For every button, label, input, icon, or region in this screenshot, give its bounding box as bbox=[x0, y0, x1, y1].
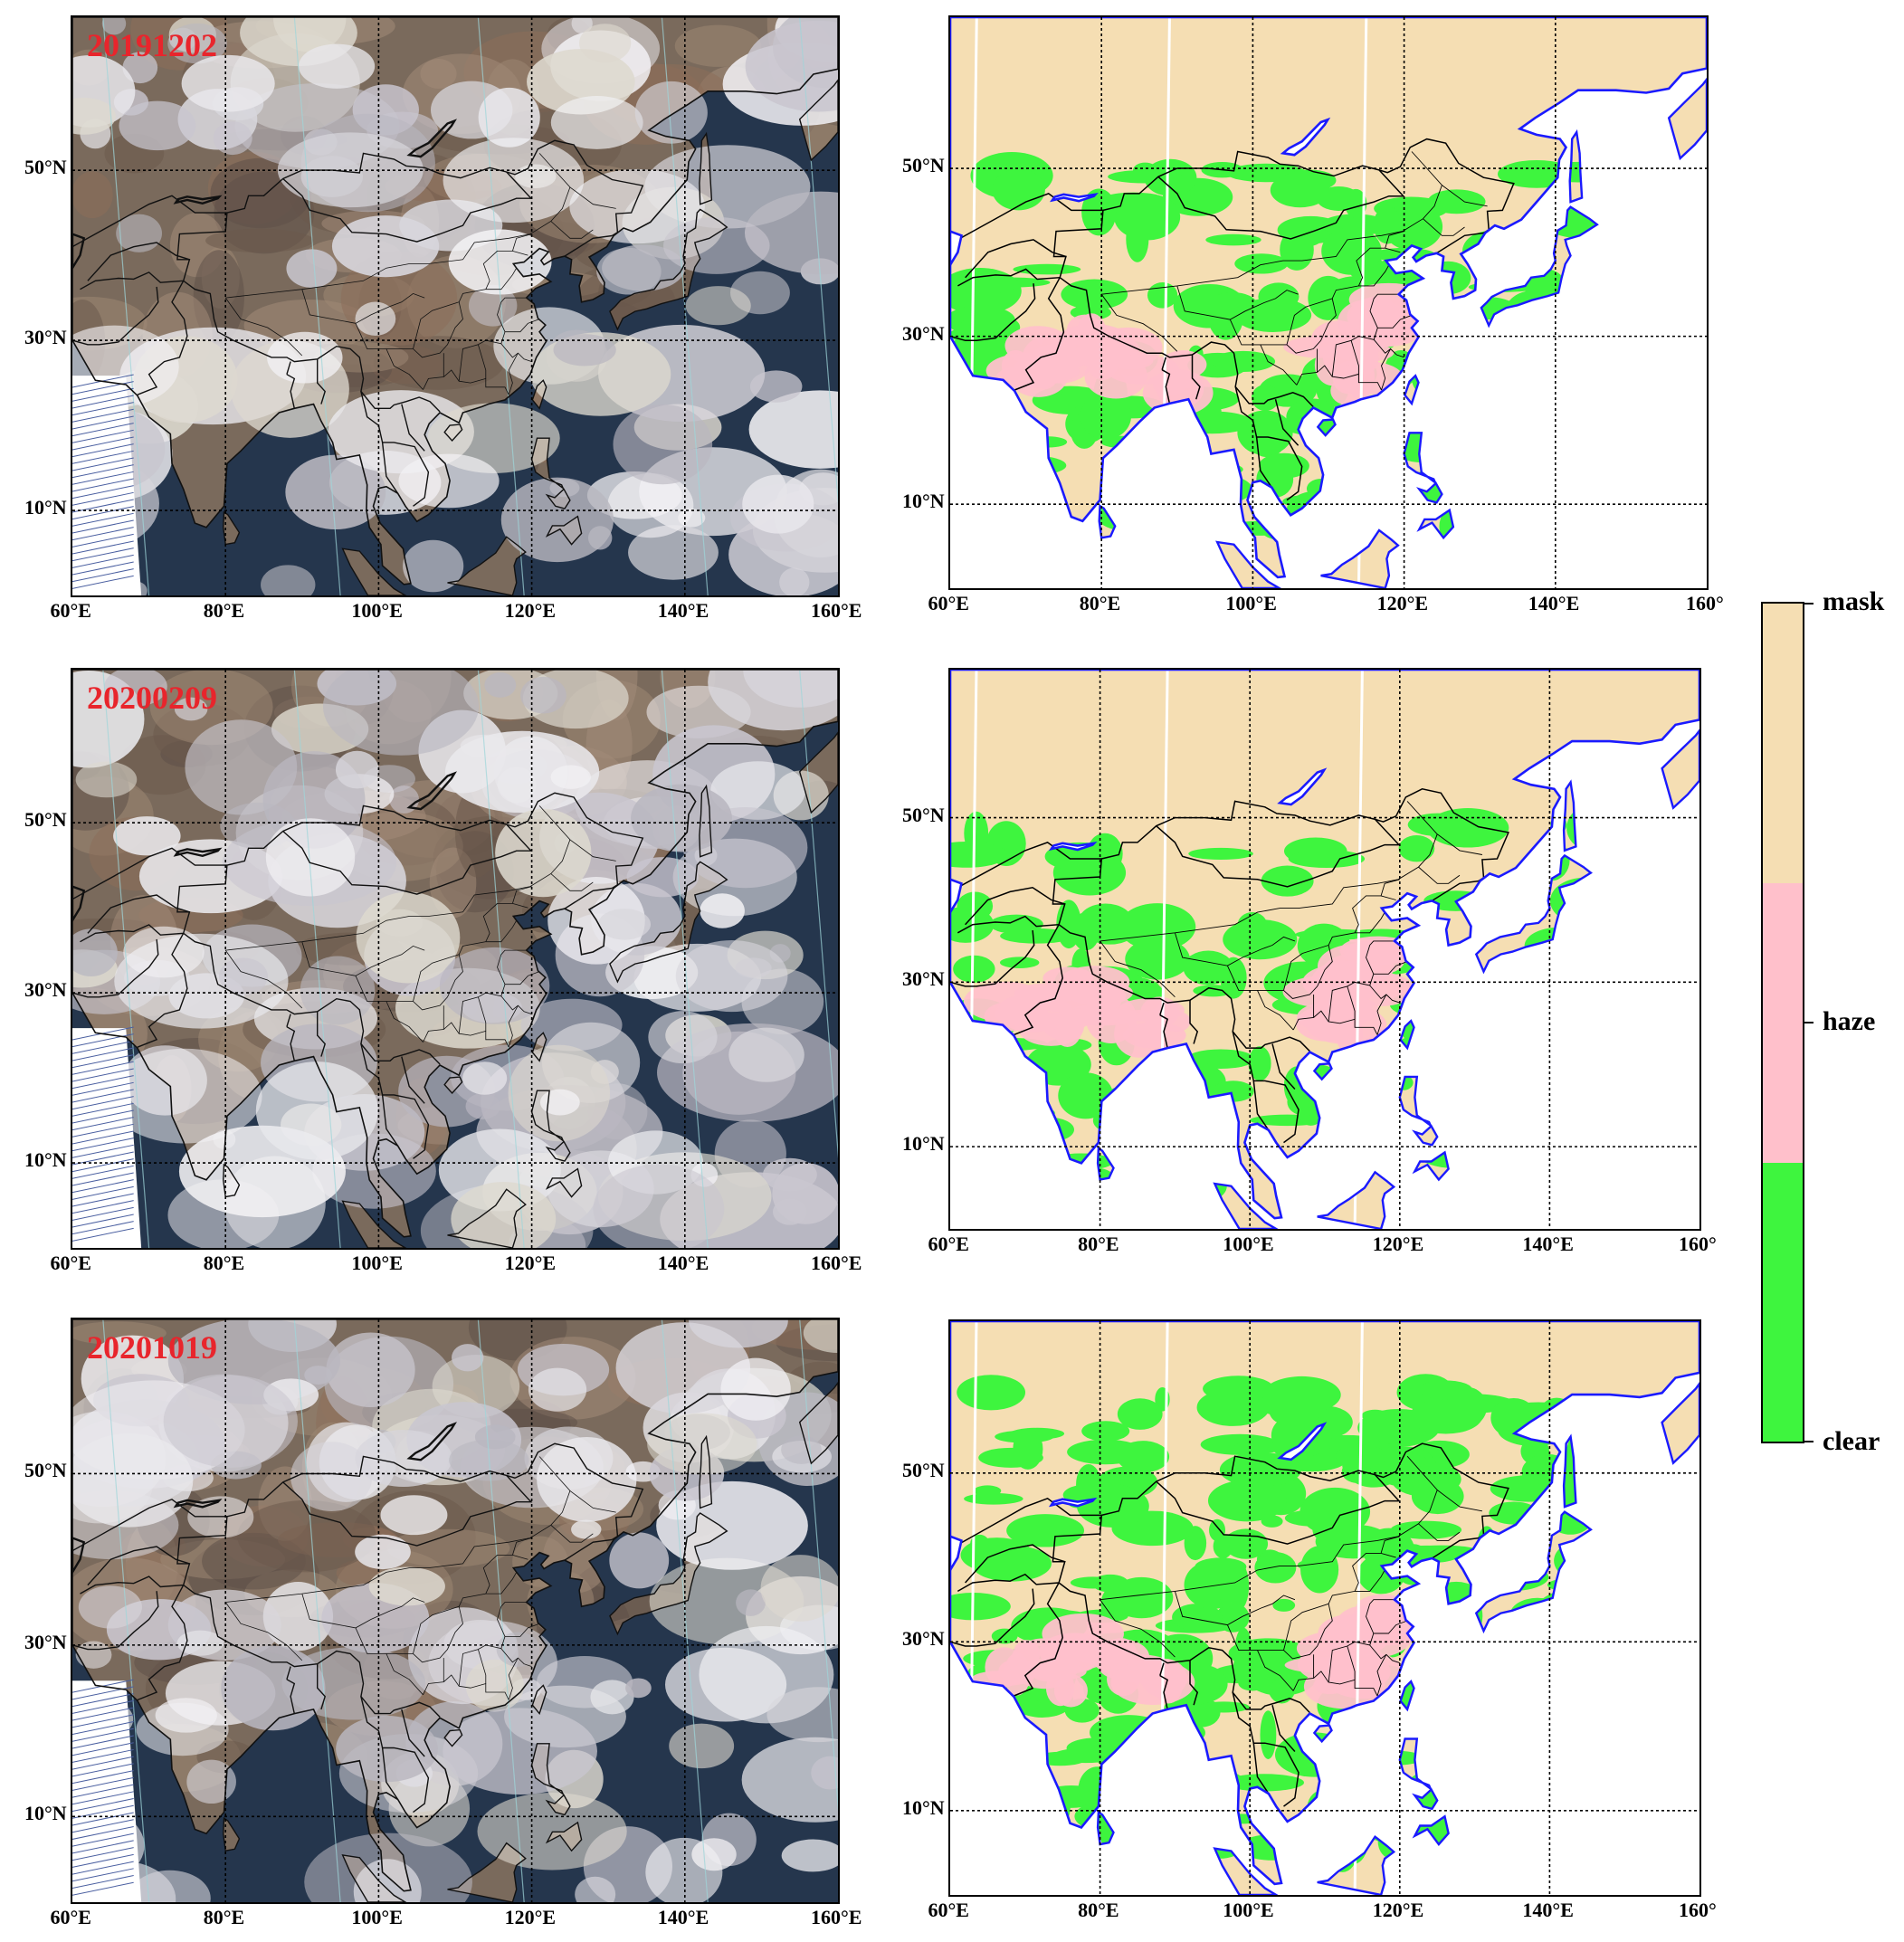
y-tick-label: 50°N bbox=[902, 1458, 945, 1481]
x-tick-label: 80°E bbox=[203, 1252, 245, 1274]
x-tick-label: 140°E bbox=[657, 1906, 709, 1928]
x-tick-label: 60°E bbox=[928, 1899, 969, 1921]
classification-map-panel-1 bbox=[948, 15, 1709, 590]
date-label: 20191202 bbox=[87, 27, 217, 63]
y-tick-label: 30°N bbox=[24, 978, 67, 1002]
x-tick-label: 100°E bbox=[1223, 1233, 1274, 1255]
x-tick-label: 100°E bbox=[351, 1906, 403, 1928]
y-tick-label: 10°N bbox=[24, 1148, 67, 1172]
x-tick-label: 60°E bbox=[50, 1252, 91, 1274]
colorbar-tick bbox=[1804, 603, 1814, 604]
y-tick-label: 50°N bbox=[24, 156, 67, 179]
classification-map-panel-2 bbox=[948, 668, 1701, 1231]
y-tick-label: 10°N bbox=[902, 1132, 945, 1156]
legend-colorbar bbox=[1761, 602, 1804, 1443]
x-tick-label: 100°E bbox=[1225, 592, 1277, 614]
x-tick-label: 80°E bbox=[203, 1906, 245, 1928]
x-tick-label: 120°E bbox=[1372, 1233, 1424, 1255]
x-tick-label: 80°E bbox=[203, 599, 245, 622]
y-tick-label: 10°N bbox=[902, 490, 945, 513]
y-tick-label: 30°N bbox=[902, 321, 945, 345]
satellite-image-panel-1: 20191202 bbox=[71, 15, 840, 597]
x-tick-label: 160°E bbox=[811, 599, 862, 622]
y-tick-label: 30°N bbox=[24, 1630, 67, 1653]
y-tick-label: 30°N bbox=[902, 1627, 945, 1651]
y-tick-label: 10°N bbox=[902, 1795, 945, 1819]
x-tick-label: 160°E bbox=[811, 1252, 862, 1274]
y-tick-label: 50°N bbox=[24, 808, 67, 832]
satellite-image-panel-3: 20201019 bbox=[71, 1318, 840, 1904]
colorbar-tick bbox=[1804, 1441, 1814, 1442]
x-tick-label: 160°E bbox=[811, 1906, 862, 1928]
satellite-map bbox=[72, 670, 838, 1248]
x-tick-label: 80°E bbox=[1078, 1899, 1119, 1921]
classification-map-panel-3 bbox=[948, 1319, 1701, 1897]
x-tick-label: 60°E bbox=[928, 592, 969, 614]
x-tick-label: 140°E bbox=[1522, 1233, 1574, 1255]
colorbar-mask-segment bbox=[1763, 604, 1803, 884]
date-label: 20200209 bbox=[87, 680, 217, 716]
date-label: 20201019 bbox=[87, 1329, 217, 1366]
x-tick-label: 140°E bbox=[1528, 592, 1580, 614]
satellite-map bbox=[72, 1319, 838, 1902]
x-tick-label: 120°E bbox=[504, 1252, 557, 1274]
colorbar-label-mask: mask bbox=[1823, 586, 1885, 616]
x-tick-label: 160° bbox=[1686, 592, 1724, 614]
colorbar-label-haze: haze bbox=[1823, 1006, 1876, 1036]
x-tick-label: 100°E bbox=[351, 599, 403, 622]
x-tick-label: 120°E bbox=[504, 599, 557, 622]
classification-map bbox=[950, 1321, 1699, 1895]
y-tick-label: 30°N bbox=[902, 967, 945, 991]
y-tick-label: 50°N bbox=[24, 1459, 67, 1482]
y-tick-label: 10°N bbox=[24, 496, 67, 519]
x-tick-label: 80°E bbox=[1078, 1233, 1119, 1255]
x-tick-label: 160° bbox=[1679, 1899, 1717, 1921]
y-tick-label: 10°N bbox=[24, 1802, 67, 1825]
x-tick-label: 60°E bbox=[928, 1233, 969, 1255]
x-tick-label: 120°E bbox=[504, 1906, 557, 1928]
x-tick-label: 140°E bbox=[1522, 1899, 1574, 1921]
x-tick-label: 100°E bbox=[351, 1252, 403, 1274]
satellite-map bbox=[72, 17, 838, 595]
x-tick-label: 100°E bbox=[1223, 1899, 1274, 1921]
classification-map bbox=[950, 670, 1699, 1229]
y-tick-label: 50°N bbox=[902, 803, 945, 826]
x-tick-label: 60°E bbox=[50, 1906, 91, 1928]
x-tick-label: 160° bbox=[1679, 1233, 1717, 1255]
satellite-image-panel-2: 20200209 bbox=[71, 668, 840, 1250]
y-tick-label: 50°N bbox=[902, 154, 945, 177]
colorbar-tick bbox=[1804, 1022, 1814, 1023]
x-tick-label: 120°E bbox=[1376, 592, 1429, 614]
y-tick-label: 30°N bbox=[24, 326, 67, 349]
x-tick-label: 60°E bbox=[50, 599, 91, 622]
x-tick-label: 120°E bbox=[1372, 1899, 1424, 1921]
colorbar-label-clear: clear bbox=[1823, 1426, 1880, 1456]
x-tick-label: 80°E bbox=[1079, 592, 1121, 614]
classification-map bbox=[950, 17, 1707, 588]
x-tick-label: 140°E bbox=[657, 599, 709, 622]
colorbar-clear-segment bbox=[1763, 1162, 1803, 1442]
colorbar-haze-segment bbox=[1763, 883, 1803, 1163]
x-tick-label: 140°E bbox=[657, 1252, 709, 1274]
